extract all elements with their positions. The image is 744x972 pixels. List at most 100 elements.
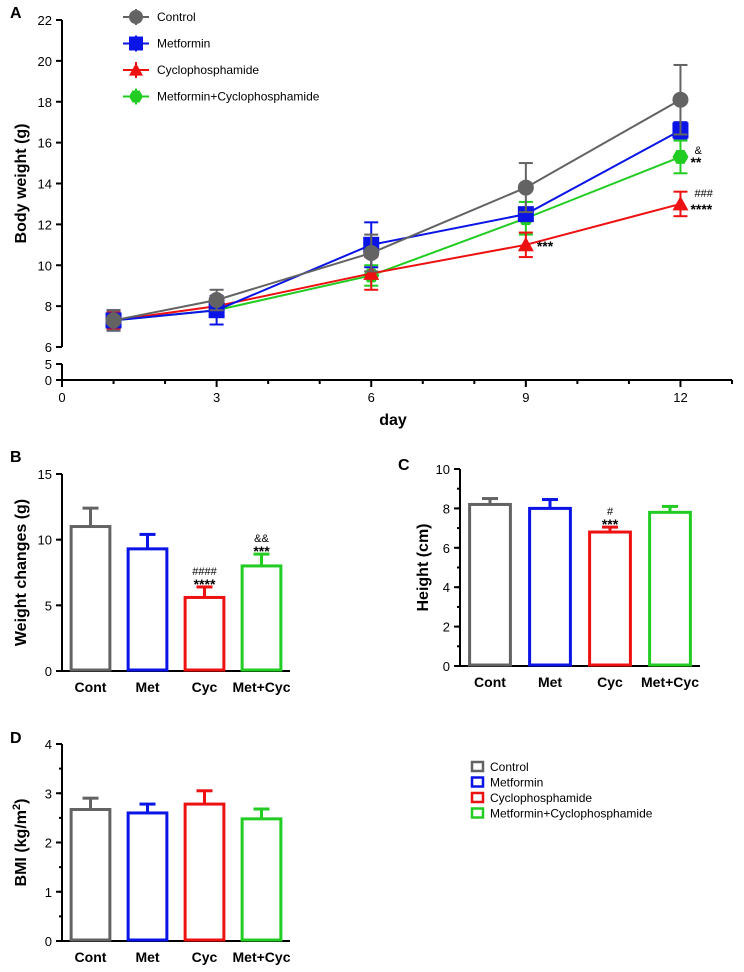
y-tick-label: 16 (38, 136, 52, 151)
series-met_cyc (105, 139, 689, 330)
legend-marker (129, 63, 143, 76)
bar (468, 502, 512, 667)
y-tick-label: 20 (38, 54, 52, 69)
bar (240, 564, 283, 672)
y-tick-label: 6 (45, 340, 52, 355)
x-tick-label: Cyc (597, 674, 623, 690)
y-axis-label: Height (cm) (415, 524, 432, 612)
annotation: #### (192, 566, 217, 578)
chart-b: 0 5 10 15 Cont Met Cyc Met+Cyc ****#### ***&& Weig… (13, 467, 291, 695)
y-tick-label: 4 (45, 737, 52, 752)
data-point (672, 91, 689, 108)
y-tick-label: 3 (45, 786, 52, 801)
y-tick-label: 22 (38, 13, 52, 28)
bar (69, 525, 112, 672)
series-metformin (105, 121, 689, 332)
bar (126, 811, 169, 942)
y-tick-label: 12 (38, 217, 52, 232)
y-tick-label: 8 (45, 299, 52, 314)
x-tick-label: Cont (75, 679, 107, 695)
y-axis-label-main: BMI (kg/m (13, 810, 30, 886)
y-axis-label-sup: 2 (11, 804, 23, 810)
legend-swatch (470, 807, 485, 819)
x-tick-label: 3 (213, 390, 220, 405)
y-tick-label: 18 (38, 95, 52, 110)
x-tick-label: Met (135, 949, 159, 965)
y-axis-label: Weight changes (g) (13, 499, 30, 646)
legend-label: Metformin (157, 37, 210, 51)
x-tick-label: 9 (522, 390, 529, 405)
x-tick-label: Met (135, 679, 159, 695)
data-point (672, 195, 689, 211)
y-tick-label: 4 (443, 580, 450, 595)
legend-marker (129, 36, 143, 51)
x-tick-label: Cyc (192, 949, 218, 965)
x-tick-label: Cont (75, 949, 107, 965)
x-tick-label: Met+Cyc (233, 949, 291, 965)
annotation: & (694, 145, 702, 157)
y-tick-label: 14 (38, 177, 52, 192)
data-point (517, 236, 534, 252)
y-tick-label: 10 (436, 462, 450, 477)
legend-label: Control (157, 10, 196, 24)
panel-label-d: D (10, 730, 22, 747)
legend-swatch (470, 760, 485, 773)
data-point (208, 291, 225, 308)
bar (183, 802, 226, 942)
bar (240, 817, 283, 942)
series-line (113, 156, 681, 322)
legend-a: Control Metformin Cyclophosphamide Metformi… (123, 9, 320, 105)
panel-label-c: C (398, 457, 410, 474)
legend-swatch (470, 791, 485, 804)
data-point (363, 265, 380, 280)
bar (183, 595, 226, 672)
series-line (113, 98, 681, 322)
data-point (105, 312, 122, 329)
y-tick-label: 0 (45, 373, 52, 388)
x-tick-label: Cyc (192, 679, 218, 695)
annotation: ### (694, 188, 713, 200)
x-tick-label: 6 (368, 390, 375, 405)
legend-marker (129, 10, 143, 24)
annotation: **** (194, 576, 216, 592)
y-tick-label: 1 (45, 885, 52, 900)
y-tick-label: 0 (443, 659, 450, 674)
bar (528, 506, 572, 667)
x-tick-label: 0 (58, 390, 65, 405)
legend-label: Metformin+Cyclophosphamide (157, 90, 320, 104)
y-tick-label: 5 (45, 598, 52, 613)
x-tick-label: 12 (673, 390, 687, 405)
annotation: # (607, 506, 614, 518)
data-point (517, 179, 534, 196)
data-point (363, 244, 380, 261)
legend-swatch (470, 776, 485, 788)
legend-label: Metformin (490, 776, 543, 790)
y-axis-label: BMI (kg/m2) (11, 799, 30, 887)
x-tick-label: Met+Cyc (641, 674, 699, 690)
x-tick-label: Cont (474, 674, 506, 690)
x-tick-label: Met+Cyc (233, 679, 291, 695)
y-axis-label-close: ) (13, 799, 30, 804)
y-axis-label: Body weight (g) (13, 124, 30, 244)
y-tick-label: 0 (45, 664, 52, 679)
y-tick-label: 2 (45, 836, 52, 851)
data-point (517, 206, 534, 223)
bar (648, 510, 692, 667)
annotation: *** (602, 516, 619, 532)
y-tick-label: 10 (38, 533, 52, 548)
bar (69, 808, 112, 942)
annotation: **** (690, 201, 712, 217)
panel-label-a: A (10, 5, 22, 22)
panel-label-b: B (10, 449, 22, 466)
y-tick-label: 5 (45, 357, 52, 372)
legend-marker (129, 90, 143, 103)
legend-label: Cyclophosphamide (157, 63, 259, 77)
data-point (672, 150, 689, 164)
legend-label: Control (490, 760, 529, 774)
y-tick-label: 6 (443, 541, 450, 556)
y-tick-label: 0 (45, 934, 52, 949)
annotation: *** (253, 543, 270, 559)
annotation: && (254, 533, 269, 545)
